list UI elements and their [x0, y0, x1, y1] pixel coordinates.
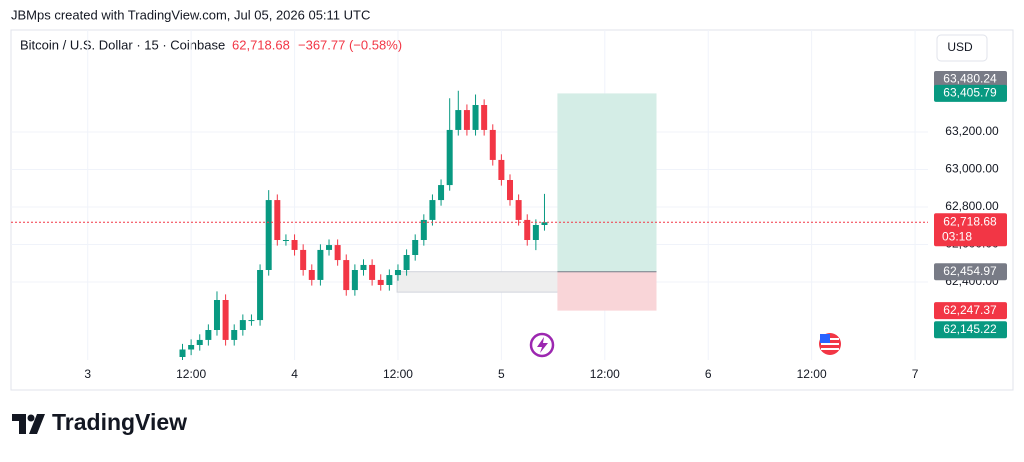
x-tick-label: 4: [291, 367, 298, 381]
price-label: 63,480.24: [943, 72, 997, 86]
candle-body: [308, 270, 315, 280]
candle-body: [179, 349, 186, 357]
candle-body: [213, 300, 220, 330]
plot-area: [11, 30, 928, 360]
candle-body: [334, 245, 341, 261]
candle-body: [541, 222, 548, 225]
price-label: 62,454.97: [943, 264, 997, 278]
price-label: 62,247.37: [943, 303, 997, 317]
countdown: 03:18: [942, 229, 972, 243]
y-tick-label: 63,000.00: [945, 162, 999, 176]
icon-us-flag: [819, 333, 841, 355]
candle-body: [481, 105, 488, 130]
price-label-box: [934, 84, 1007, 102]
last-price-label: 62,718.68: [943, 214, 997, 228]
candle-body: [326, 245, 333, 250]
candle-body: [420, 219, 427, 240]
x-tick-label: 12:00: [176, 367, 206, 381]
x-tick-label: 12:00: [797, 367, 827, 381]
target-zone: [557, 93, 657, 272]
price-label-box: [934, 70, 1007, 88]
candle-body: [231, 330, 238, 340]
candle-body: [472, 105, 479, 130]
price-label-box: [934, 302, 1007, 320]
x-tick-label: 12:00: [383, 367, 413, 381]
candle-body: [489, 129, 496, 160]
candle-body: [446, 129, 453, 186]
candle-body: [463, 110, 470, 130]
candle-body: [524, 219, 531, 240]
candle-body: [386, 275, 393, 285]
candle-body: [282, 240, 289, 241]
y-tick-label: 62,800.00: [945, 199, 999, 213]
attribution: JBMps created with TradingView.com, Jul …: [11, 7, 370, 22]
candle-body: [222, 300, 229, 340]
candle-body: [239, 320, 246, 330]
candle-body: [515, 200, 522, 220]
candle-body: [455, 110, 462, 130]
price-label-box: [934, 263, 1007, 281]
zone: [396, 271, 573, 293]
chart-frame: [10, 29, 1014, 391]
candle-body: [403, 255, 410, 270]
change: −367.77 (−0.58%): [298, 37, 402, 52]
candle-body: [205, 330, 212, 340]
candle-body: [351, 270, 358, 291]
logo: [12, 414, 45, 434]
candle-body: [429, 200, 436, 220]
candle-body: [369, 264, 376, 280]
candle-body: [343, 260, 350, 291]
candle-body: [291, 240, 298, 250]
candle-body: [507, 180, 514, 201]
x-tick-label: 12:00: [590, 367, 620, 381]
candle-body: [317, 249, 324, 280]
candle-body: [188, 345, 195, 350]
icon-lightning: [529, 332, 555, 358]
logo-text: TradingView: [52, 409, 187, 435]
candle-body: [438, 185, 445, 201]
candle-body: [360, 264, 367, 270]
candle-body: [498, 159, 505, 180]
x-tick-label: 6: [705, 367, 712, 381]
candle-body: [377, 279, 384, 285]
candle-body: [265, 200, 272, 270]
candle-body: [257, 270, 264, 321]
candle-body: [196, 339, 203, 345]
symbol: Bitcoin / U.S. Dollar · 15 · Coinbase: [20, 37, 225, 52]
stop-zone: [557, 271, 657, 311]
currency-button[interactable]: [936, 34, 988, 62]
price-label-box: [934, 321, 1007, 339]
price-label: 62,145.22: [943, 322, 997, 336]
y-tick-label: 63,200.00: [945, 124, 999, 138]
x-tick-label: 7: [912, 367, 919, 381]
candle-body: [248, 320, 255, 322]
price-label: 63,405.79: [943, 86, 997, 100]
x-tick-label: 3: [84, 367, 91, 381]
currency[interactable]: USD: [947, 40, 973, 54]
last-value: 62,718.68: [232, 37, 290, 52]
candle-body: [532, 225, 539, 240]
candle-body: [274, 200, 281, 240]
candle-body: [412, 240, 419, 255]
candle-body: [300, 249, 307, 270]
candle-body: [394, 270, 401, 276]
last-price-box: [934, 213, 1007, 247]
x-tick-label: 5: [498, 367, 505, 381]
